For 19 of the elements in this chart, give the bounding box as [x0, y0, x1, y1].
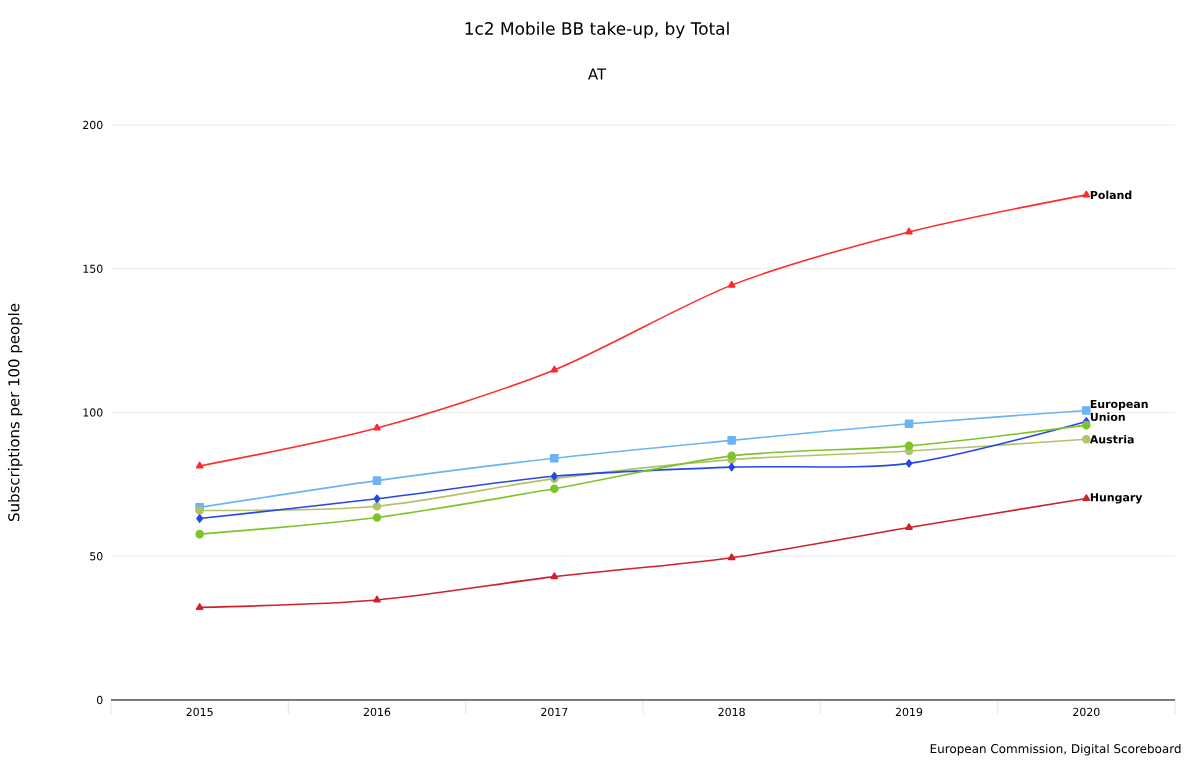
- series-label: Hungary: [1090, 493, 1143, 504]
- y-tick-label: 100: [83, 408, 103, 417]
- y-tick-label: 50: [90, 552, 103, 561]
- x-tick-label: 2019: [895, 707, 923, 717]
- text: European Commission, Digital Scoreboard: [930, 743, 1181, 756]
- x-tick-label: 2017: [541, 707, 568, 717]
- y-axis-title: Subscriptions per 100 people: [7, 303, 23, 521]
- x-tick-label: 2018: [718, 707, 745, 717]
- y-tick-label: 200: [83, 120, 103, 130]
- x-tick-label: 2015: [186, 707, 213, 717]
- x-tick-label: 2016: [363, 707, 391, 717]
- series-label: European Union: [1090, 399, 1148, 422]
- chart-title: 1c2 Mobile BB take-up, by Total: [465, 21, 729, 39]
- x-tick-label: 2020: [1073, 707, 1100, 717]
- y-tick-label: 0: [96, 695, 103, 705]
- y-tick-label: 150: [83, 264, 103, 273]
- series-label: Poland: [1090, 190, 1132, 200]
- series-label: Austria: [1089, 434, 1134, 444]
- chart-subtitle: AT: [588, 68, 607, 80]
